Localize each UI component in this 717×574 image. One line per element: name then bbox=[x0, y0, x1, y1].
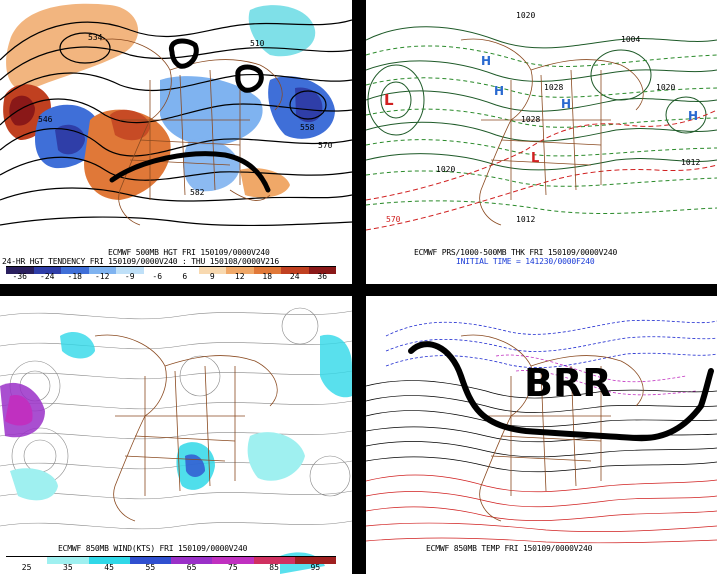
scale-tick-label: 6 bbox=[182, 272, 188, 281]
map-caption: ECMWF 500MB HGT FRI 150109/0000V240 bbox=[108, 248, 270, 257]
scale-swatch bbox=[171, 556, 213, 564]
scale-swatch bbox=[143, 266, 171, 274]
scale-swatch bbox=[6, 556, 48, 564]
panel-500mb-height: 534 510 570 558 582 546 ECMWF 500MB HGT … bbox=[0, 0, 352, 284]
isobar-label: 1028 bbox=[544, 83, 563, 92]
scale-tick-label: -9 bbox=[124, 272, 135, 281]
map-850mb-wind bbox=[0, 307, 352, 574]
scale-swatch bbox=[88, 266, 116, 274]
isobar-label: 1004 bbox=[621, 35, 640, 44]
brr-annotation: BRR bbox=[524, 361, 612, 405]
panel-850mb-wind: ECMWF 850MB WIND(KTS) FRI 150109/0000V24… bbox=[0, 296, 352, 574]
scale-swatch bbox=[308, 266, 336, 274]
contour-label: 534 bbox=[88, 33, 103, 42]
scale-tick-label: 45 bbox=[104, 563, 114, 572]
contour-label: 510 bbox=[250, 39, 265, 48]
color-scale bbox=[6, 556, 336, 564]
scale-tick-label: 85 bbox=[269, 563, 279, 572]
contour-label: 570 bbox=[318, 141, 333, 150]
scale-swatch bbox=[6, 266, 34, 274]
map-caption: ECMWF 850MB WIND(KTS) FRI 150109/0000V24… bbox=[58, 544, 248, 553]
contour-label: 582 bbox=[190, 188, 205, 197]
scale-tick-label: 75 bbox=[228, 563, 238, 572]
isobar-label: 1012 bbox=[681, 158, 700, 167]
scale-tick-label: -12 bbox=[95, 272, 110, 281]
contour-label: 546 bbox=[38, 115, 53, 124]
scale-swatch bbox=[294, 556, 336, 564]
scale-swatch bbox=[116, 266, 144, 274]
scale-tick-label: -24 bbox=[40, 272, 55, 281]
map-caption: ECMWF 850MB TEMP FRI 150109/0000V240 bbox=[426, 544, 593, 553]
map-pressure: L L H H H H 1020 1012 1020 1028 1012 100… bbox=[366, 11, 717, 231]
map-caption-tendency: 24-HR HGT TENDENCY FRI 150109/0000V240 :… bbox=[2, 257, 279, 266]
map-850mb-temp: BRR bbox=[366, 319, 717, 544]
scale-tick-label: 12 bbox=[234, 272, 245, 281]
low-pressure-label: L bbox=[531, 151, 539, 166]
scale-tick-label: 24 bbox=[289, 272, 300, 281]
panel-pressure-thickness: L L H H H H 1020 1012 1020 1028 1012 100… bbox=[366, 0, 717, 284]
isobar-label: 1020 bbox=[436, 165, 455, 174]
scale-tick-label: 18 bbox=[262, 272, 273, 281]
scale-swatch bbox=[253, 266, 281, 274]
isobar-label: 1020 bbox=[516, 11, 535, 20]
scale-swatch bbox=[171, 266, 199, 274]
panel-850mb-temp: BRR ECMWF 850MB TEMP FRI 150109/0000V240 bbox=[366, 296, 717, 574]
high-pressure-label: H bbox=[494, 84, 504, 98]
scale-swatch bbox=[61, 266, 89, 274]
scale-tick-label: 25 bbox=[21, 563, 32, 572]
scale-tick-label: 35 bbox=[63, 563, 73, 572]
scale-tick-label: -36 bbox=[12, 272, 27, 281]
scale-tick-label: 9 bbox=[209, 272, 215, 281]
scale-swatch bbox=[212, 556, 254, 564]
scale-ticks: -36 -24 -18 -12 -9 -6 6 9 12 18 24 36 bbox=[6, 272, 346, 282]
isobar-label: 1020 bbox=[656, 83, 675, 92]
scale-tick-label: 36 bbox=[317, 272, 328, 281]
scale-tick-label: 55 bbox=[145, 563, 156, 572]
high-pressure-label: H bbox=[688, 109, 698, 123]
contour-label: 558 bbox=[300, 123, 315, 132]
scale-swatch bbox=[198, 266, 226, 274]
isobar-label: 1028 bbox=[521, 115, 540, 124]
high-pressure-label: H bbox=[481, 54, 491, 68]
initial-time: INITIAL TIME = 141230/0000F240 bbox=[456, 257, 595, 266]
scale-tick-label: 95 bbox=[310, 563, 321, 572]
scale-swatch bbox=[226, 266, 254, 274]
scale-swatch bbox=[281, 266, 309, 274]
scale-ticks: 25 35 45 55 65 75 85 95 bbox=[6, 563, 346, 573]
thickness-label: 570 bbox=[386, 215, 401, 224]
scale-swatch bbox=[88, 556, 130, 564]
scale-tick-label: 65 bbox=[186, 563, 197, 572]
high-pressure-label: H bbox=[561, 97, 571, 111]
isobar-label: 1012 bbox=[516, 215, 535, 224]
scale-tick-label: -6 bbox=[152, 272, 163, 281]
scale-swatch bbox=[33, 266, 61, 274]
scale-swatch bbox=[129, 556, 171, 564]
color-scale bbox=[6, 266, 336, 274]
low-pressure-label: L bbox=[384, 91, 394, 109]
map-500mb: 534 510 570 558 582 546 bbox=[0, 3, 352, 227]
map-caption: ECMWF PRS/1000-500MB THK FRI 150109/0000… bbox=[414, 248, 618, 257]
scale-swatch bbox=[47, 556, 89, 564]
scale-tick-label: -18 bbox=[67, 272, 82, 281]
scale-swatch bbox=[253, 556, 295, 564]
